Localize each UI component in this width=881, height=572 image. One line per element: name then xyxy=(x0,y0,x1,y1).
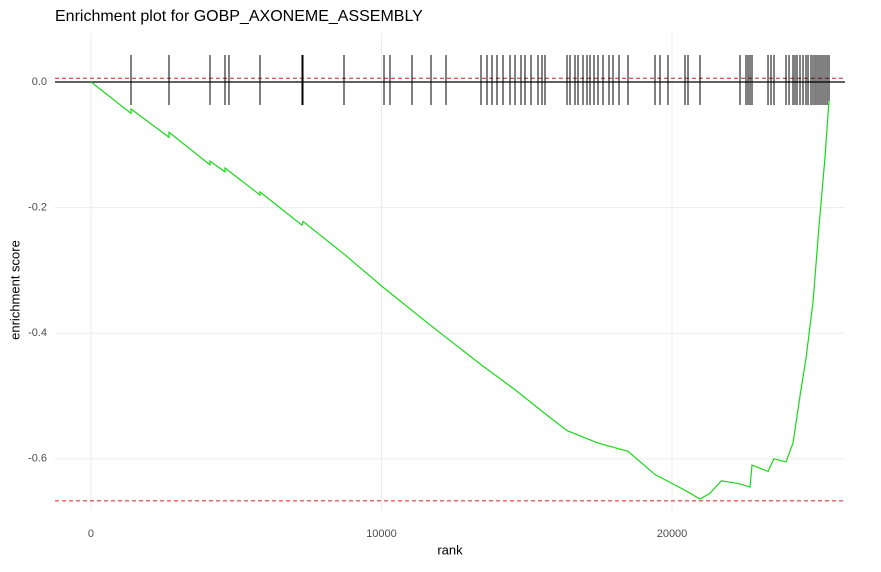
y-axis-label: enrichment score xyxy=(7,240,22,340)
chart-title: Enrichment plot for GOBP_AXONEME_ASSEMBL… xyxy=(55,8,423,25)
enrichment-line xyxy=(90,81,830,500)
x-tick-label: 0 xyxy=(88,528,94,540)
y-tick-label: -0.4 xyxy=(28,327,47,339)
x-tick-label: 20000 xyxy=(657,528,688,540)
y-tick-label: -0.2 xyxy=(28,202,47,214)
x-axis-label: rank xyxy=(437,542,463,557)
y-tick-label: -0.6 xyxy=(28,453,47,465)
y-tick-label: 0.0 xyxy=(32,76,47,88)
x-tick-label: 10000 xyxy=(366,528,397,540)
